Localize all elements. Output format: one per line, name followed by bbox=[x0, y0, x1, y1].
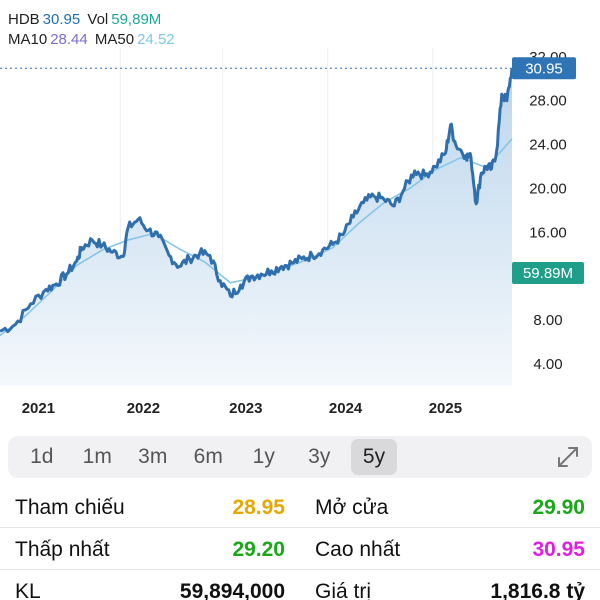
range-6m-button[interactable]: 6m bbox=[193, 445, 223, 468]
open-price-label: Mở cửa bbox=[315, 496, 389, 519]
high-price-value: 30.95 bbox=[532, 538, 585, 561]
ma10-label: MA10 bbox=[8, 31, 48, 48]
volume-tag-text: 59.89M bbox=[523, 265, 573, 282]
x-tick-label: 2021 bbox=[22, 400, 55, 417]
time-range-selector: 1d 1m 3m 6m 1y 3y 5y bbox=[8, 436, 592, 478]
price-row: HDB 30.95 Vol 59,89M bbox=[8, 10, 178, 30]
range-5y-button[interactable]: 5y bbox=[351, 439, 397, 475]
volume-value: 59,894,000 bbox=[179, 580, 285, 600]
ref-price-label: Tham chiếu bbox=[15, 496, 125, 519]
range-3m-button[interactable]: 3m bbox=[138, 445, 168, 468]
open-price-value: 29.90 bbox=[532, 496, 585, 519]
range-3y-button[interactable]: 3y bbox=[308, 445, 331, 468]
trade-value-value: 1,816.8 tỷ bbox=[490, 580, 585, 600]
price-area bbox=[0, 68, 512, 387]
stats-row-2: Thấp nhất 29.20 Cao nhất 30.95 bbox=[0, 530, 600, 570]
ma50-label: MA50 bbox=[94, 31, 135, 48]
high-price-label: Cao nhất bbox=[315, 538, 401, 561]
y-tick-label: 8.00 bbox=[533, 312, 562, 329]
last-price-tag: 30.95 bbox=[512, 57, 576, 80]
vol-label: Vol bbox=[87, 11, 109, 28]
volume-tag: 59.89M bbox=[512, 262, 584, 284]
low-price-label: Thấp nhất bbox=[15, 538, 110, 561]
x-tick-label: 2023 bbox=[229, 400, 262, 417]
x-axis-ticks: 2021 2022 2023 2024 2025 bbox=[22, 400, 462, 417]
stats-row-1: Tham chiếu 28.95 Mở cửa 29.90 bbox=[0, 488, 600, 528]
x-tick-label: 2025 bbox=[429, 400, 462, 417]
x-tick-label: 2024 bbox=[329, 400, 363, 417]
volume-label: KL bbox=[15, 580, 41, 600]
price-value: 30.95 bbox=[42, 11, 81, 28]
range-1m-button[interactable]: 1m bbox=[82, 445, 112, 468]
y-tick-label: 24.00 bbox=[529, 137, 567, 154]
ma10-value: 28.44 bbox=[50, 31, 88, 48]
stats-row-3: KL 59,894,000 Giá trị 1,816.8 tỷ bbox=[0, 572, 600, 600]
ma50-value: 24.52 bbox=[137, 31, 175, 48]
range-1d-button[interactable]: 1d bbox=[30, 445, 54, 468]
price-line bbox=[0, 68, 514, 334]
ref-price-value: 28.95 bbox=[232, 496, 285, 519]
y-tick-label: 16.00 bbox=[529, 224, 567, 241]
vol-value: 59,89M bbox=[111, 11, 162, 28]
y-tick-label: 20.00 bbox=[529, 181, 567, 198]
trade-value-label: Giá trị bbox=[315, 580, 372, 600]
y-tick-label: 4.00 bbox=[533, 356, 562, 373]
x-tick-label: 2022 bbox=[127, 400, 160, 417]
y-tick-label: 28.00 bbox=[529, 93, 567, 110]
chart-header: HDB 30.95 Vol 59,89M MA10 28.44 MA50 24.52 bbox=[8, 10, 178, 50]
expand-diagonal-icon[interactable] bbox=[556, 445, 580, 469]
range-1y-button[interactable]: 1y bbox=[252, 445, 275, 468]
symbol-label: HDB bbox=[8, 11, 40, 28]
ma-row: MA10 28.44 MA50 24.52 bbox=[8, 30, 178, 50]
last-price-tag-text: 30.95 bbox=[525, 60, 563, 77]
low-price-value: 29.20 bbox=[232, 538, 285, 561]
